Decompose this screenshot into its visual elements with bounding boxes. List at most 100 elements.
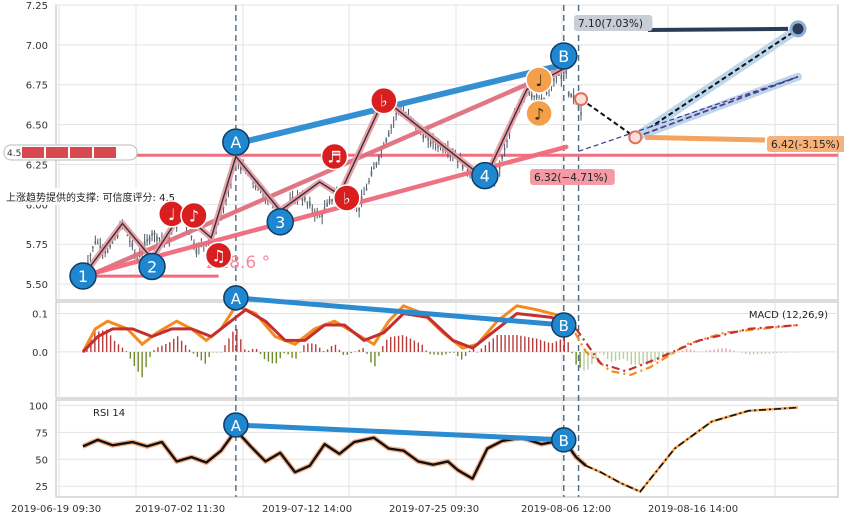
target-marker-current (574, 92, 589, 107)
macd-histogram-bar (575, 351, 577, 365)
macd-histogram-bar (141, 351, 143, 378)
candle-body (577, 105, 580, 110)
macd-histogram-bar (752, 351, 755, 355)
candle-body (580, 111, 582, 116)
pattern-line-2 (232, 61, 570, 147)
macd-histogram-bar (472, 347, 475, 352)
candle-body (109, 242, 111, 248)
support-badge-chip (94, 147, 116, 158)
target-marker-mid (628, 130, 643, 145)
macd-histogram-bar (768, 351, 771, 354)
wave-point-label: 1 (78, 267, 88, 286)
candle-body (254, 185, 257, 188)
candle-body (553, 78, 555, 82)
macd-histogram-bar (429, 351, 431, 355)
macd-histogram-bar (117, 344, 120, 352)
macd-histogram-bar (599, 351, 601, 354)
macd-histogram-bar (113, 340, 116, 352)
wave-point-label: B (558, 47, 569, 66)
macd-histogram-bar (204, 351, 206, 364)
note-marker: ♬ (320, 142, 349, 171)
macd-histogram-bar (571, 351, 573, 354)
candle-body (151, 233, 153, 236)
candle-body (530, 93, 533, 98)
macd-histogram-bar (287, 351, 289, 355)
pattern-line-0 (93, 64, 569, 276)
wave-point-label: 4 (480, 167, 490, 186)
x-tick-label: 2019-08-16 14:00 (648, 504, 738, 515)
macd-histogram-bar (334, 344, 337, 352)
macd-histogram-bar (610, 351, 613, 362)
price-ytick-label: 7.00 (26, 41, 48, 52)
macd-histogram-bar (244, 349, 246, 352)
rsi-ytick-label: 75 (35, 428, 48, 439)
candle-body (437, 144, 439, 148)
macd-histogram-bar (401, 335, 404, 352)
macd-histogram-bar (792, 351, 794, 353)
macd-histogram-bar (247, 350, 250, 352)
macd-histogram-bar (476, 351, 479, 353)
wave-point-label: A (230, 133, 241, 152)
note-marker: ♭ (370, 86, 398, 115)
target-marker-high (789, 20, 807, 38)
note-glyph: ♩ (168, 205, 176, 224)
macd-histogram-bar (240, 339, 242, 352)
macd-histogram-bar (267, 351, 270, 362)
macd-histogram-bar (413, 340, 416, 352)
macd-histogram-bar (670, 351, 672, 356)
macd-histogram-bar (528, 337, 530, 352)
macd-histogram-bar (606, 351, 609, 360)
macd-histogram-bar (105, 329, 108, 352)
macd-histogram-bar (382, 346, 384, 352)
wave-point-circle (550, 42, 578, 70)
candle-body (195, 248, 198, 254)
candle-body (570, 94, 572, 97)
candle-body (387, 132, 390, 137)
macd-histogram-bar (701, 351, 704, 352)
macd-histogram-bar (192, 351, 195, 354)
support-badge-score: 4.5 (7, 149, 21, 159)
candle-body (395, 112, 397, 115)
candle-body (222, 207, 225, 209)
macd-histogram-bar (733, 350, 735, 352)
macd-histogram-bar (756, 351, 759, 355)
macd-panel (55, 301, 839, 399)
macd-histogram-bar (516, 335, 518, 352)
price-ytick-label: 6.75 (26, 81, 48, 92)
macd-histogram-bar (445, 351, 447, 355)
note-marker: ♫ (204, 241, 233, 270)
macd-histogram-bar (98, 331, 100, 352)
candle-body (190, 236, 193, 238)
candle-body (543, 98, 545, 100)
macd-histogram-bar (488, 341, 491, 352)
candle-body (360, 196, 363, 202)
macd-histogram-bar (362, 348, 364, 352)
rsi-divergence-circle (551, 427, 577, 453)
macd-histogram-bar (547, 342, 550, 352)
rsi-divergence-circle (223, 412, 249, 438)
candle-body (89, 255, 92, 257)
target-label-mid-bg (767, 136, 844, 152)
macd-histogram-bar (318, 347, 321, 352)
macd-histogram-bar (461, 351, 463, 360)
macd-histogram-bar (449, 351, 451, 353)
macd-histogram-bar (437, 351, 439, 355)
macd-histogram-bar (346, 351, 349, 355)
wave-point: 4 (471, 161, 499, 190)
candle-body (136, 258, 139, 260)
candle-body (461, 164, 464, 169)
x-tick-label: 2019-07-12 14:00 (262, 504, 352, 515)
candle-body (225, 198, 227, 202)
candle-body (153, 232, 156, 235)
rsi-divergence-line (235, 422, 564, 443)
support-text: 上涨趋势提供的支撑: 可信度评分: 4.5 (6, 191, 175, 204)
macd-histogram-bar (271, 351, 274, 364)
macd-divergence-label: A (231, 290, 242, 308)
macd-histogram-bar (603, 351, 605, 355)
macd-histogram-bar (121, 347, 124, 352)
candle-body (390, 126, 392, 128)
target-label-high: 7.10(7.03%) (574, 15, 653, 31)
note-marker: ♪ (525, 99, 553, 128)
macd-histogram-bar (453, 351, 455, 353)
